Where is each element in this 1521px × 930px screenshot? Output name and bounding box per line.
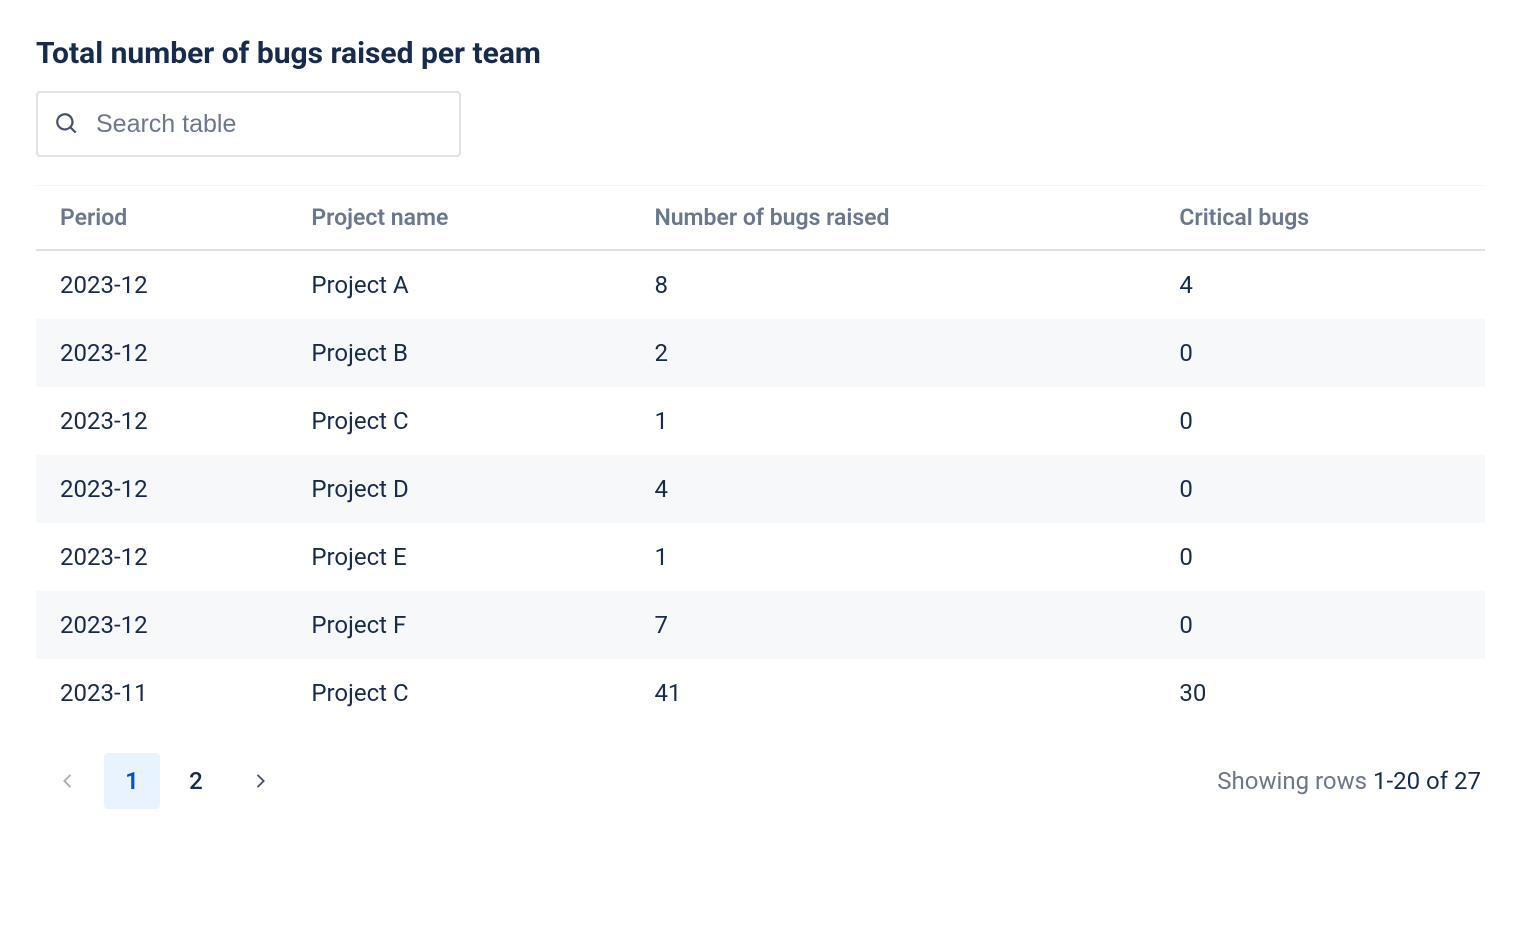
pagination-bar: 12 Showing rows 1-20 of 27 [36, 753, 1485, 809]
table-cell: Project D [287, 455, 630, 523]
table-row: 2023-12Project B20 [36, 319, 1485, 387]
table-cell: 0 [1155, 591, 1485, 659]
table-cell: 30 [1155, 659, 1485, 727]
rows-summary-total: 27 [1454, 767, 1481, 795]
page-title: Total number of bugs raised per team [36, 36, 1485, 71]
table-cell: Project C [287, 387, 630, 455]
table-cell: 4 [1155, 250, 1485, 319]
table-cell: 2023-12 [36, 523, 287, 591]
table-cell: 4 [630, 455, 1155, 523]
next-page-button[interactable] [232, 753, 288, 809]
table-cell: 2023-11 [36, 659, 287, 727]
table-cell: 2023-12 [36, 319, 287, 387]
table-cell: 2023-12 [36, 387, 287, 455]
table-cell: 0 [1155, 387, 1485, 455]
chevron-right-icon [249, 770, 271, 792]
table-row: 2023-12Project A84 [36, 250, 1485, 319]
table-cell: 2023-12 [36, 591, 287, 659]
table-cell: 1 [630, 387, 1155, 455]
chevron-left-icon [57, 770, 79, 792]
search-icon [54, 111, 80, 137]
table-cell: 41 [630, 659, 1155, 727]
table-cell: 0 [1155, 455, 1485, 523]
col-project-name[interactable]: Project name [287, 186, 630, 251]
search-input-container[interactable] [36, 91, 461, 157]
table-row: 2023-12Project C10 [36, 387, 1485, 455]
table-cell: Project C [287, 659, 630, 727]
prev-page-button[interactable] [40, 753, 96, 809]
table-cell: Project E [287, 523, 630, 591]
table-cell: Project B [287, 319, 630, 387]
table-cell: 2023-12 [36, 455, 287, 523]
rows-summary: Showing rows 1-20 of 27 [1217, 767, 1481, 795]
table-cell: 1 [630, 523, 1155, 591]
page-button-2[interactable]: 2 [168, 753, 224, 809]
page-button-1[interactable]: 1 [104, 753, 160, 809]
col-period[interactable]: Period [36, 186, 287, 251]
table-cell: 8 [630, 250, 1155, 319]
table-header-row: Period Project name Number of bugs raise… [36, 186, 1485, 251]
table-cell: 7 [630, 591, 1155, 659]
table-cell: Project A [287, 250, 630, 319]
table-cell: 0 [1155, 523, 1485, 591]
table-cell: 2023-12 [36, 250, 287, 319]
rows-summary-prefix: Showing rows [1217, 767, 1373, 795]
table-cell: 2 [630, 319, 1155, 387]
col-bugs-raised[interactable]: Number of bugs raised [630, 186, 1155, 251]
table-row: 2023-12Project F70 [36, 591, 1485, 659]
bugs-table: Period Project name Number of bugs raise… [36, 185, 1485, 727]
table-cell: Project F [287, 591, 630, 659]
rows-summary-range: 1-20 [1373, 767, 1420, 795]
table-row: 2023-12Project D40 [36, 455, 1485, 523]
search-input[interactable] [96, 110, 443, 139]
rows-summary-of: of [1420, 767, 1454, 795]
table-row: 2023-12Project E10 [36, 523, 1485, 591]
col-critical-bugs[interactable]: Critical bugs [1155, 186, 1485, 251]
table-cell: 0 [1155, 319, 1485, 387]
pager: 12 [40, 753, 288, 809]
table-row: 2023-11Project C4130 [36, 659, 1485, 727]
